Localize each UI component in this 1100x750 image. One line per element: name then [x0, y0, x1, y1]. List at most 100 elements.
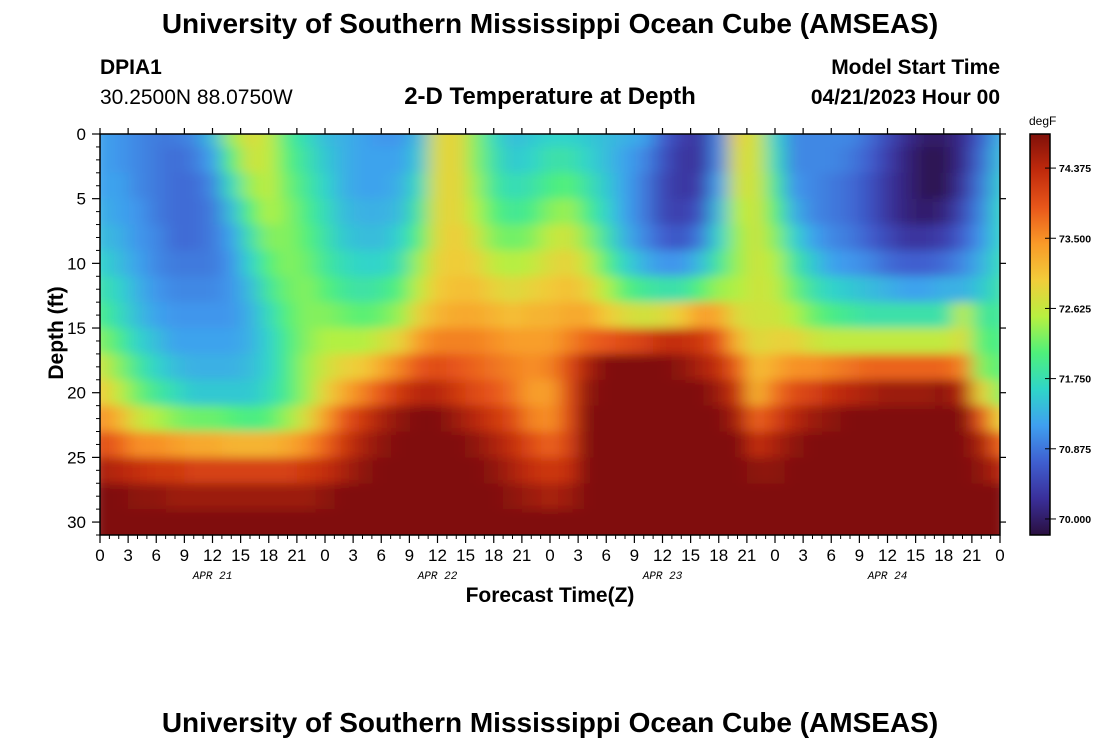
- heatmap-cell: [128, 224, 148, 252]
- x-tick-label: 21: [962, 546, 981, 565]
- heatmap-cell: [446, 353, 467, 381]
- heatmap-cell: [109, 431, 129, 459]
- heatmap-cell: [784, 276, 804, 303]
- heatmap-cell: [278, 134, 298, 148]
- heatmap-cell: [840, 405, 861, 433]
- heatmap-cell: [803, 528, 823, 535]
- heatmap-cell: [521, 224, 542, 252]
- heatmap-cell: [503, 172, 523, 200]
- heatmap-cell: [278, 509, 298, 530]
- heatmap-cell: [428, 528, 448, 535]
- colorbar: 70.000 70.875 71.750 72.625 73.500 74.375: [1029, 133, 1091, 536]
- heatmap-cell: [315, 302, 336, 329]
- heatmap-cell: [971, 146, 992, 174]
- heatmap-cell: [259, 302, 279, 329]
- heatmap-cell: [840, 353, 861, 381]
- heatmap-cell: [840, 379, 861, 407]
- heatmap-cell: [371, 250, 392, 278]
- heatmap-cell: [109, 224, 129, 252]
- heatmap-cell: [634, 224, 654, 252]
- heatmap-cell: [634, 134, 654, 148]
- heatmap-cell: [371, 198, 392, 226]
- heatmap-cell: [503, 483, 523, 510]
- heatmap-cell: [428, 198, 448, 226]
- heatmap-cell: [653, 250, 673, 278]
- heatmap-cell: [709, 250, 729, 278]
- heatmap-cell: [371, 276, 392, 303]
- heatmap-cell: [615, 457, 636, 485]
- heatmap-cell: [784, 405, 804, 433]
- heatmap-cell: [690, 509, 711, 530]
- heatmap-cell: [296, 276, 317, 303]
- heatmap-cell: [953, 353, 973, 381]
- heatmap-cell: [840, 509, 861, 530]
- heatmap-cell: [559, 302, 579, 329]
- x-tick-label: 12: [878, 546, 897, 565]
- heatmap-cell: [484, 431, 504, 459]
- heatmap-cell: [615, 224, 636, 252]
- x-tick-label: 12: [203, 546, 222, 565]
- heatmap-cell: [746, 146, 767, 174]
- heatmap-cell: [859, 405, 879, 433]
- heatmap-cell: [428, 302, 448, 329]
- heatmap-cell: [446, 379, 467, 407]
- heatmap-cell: [353, 134, 373, 148]
- heatmap-cell: [484, 528, 504, 535]
- heatmap-cell: [746, 276, 767, 303]
- heatmap-cell: [334, 224, 354, 252]
- heatmap-cell: [934, 379, 954, 407]
- heatmap-cell: [578, 509, 598, 530]
- heatmap-cell: [203, 250, 223, 278]
- heatmap-cell: [578, 172, 598, 200]
- heatmap-cell: [446, 134, 467, 148]
- heatmap-cell: [634, 405, 654, 433]
- heatmap-cell: [990, 328, 1000, 355]
- heatmap-cell: [671, 276, 692, 303]
- station-name: DPIA1: [100, 56, 162, 79]
- heatmap-cell: [259, 457, 279, 485]
- heatmap-cell: [765, 134, 786, 148]
- heatmap-cell: [709, 353, 729, 381]
- heatmap-cell: [240, 509, 261, 530]
- heatmap-cell: [146, 405, 167, 433]
- heatmap-cell: [971, 328, 992, 355]
- heatmap-cell: [690, 405, 711, 433]
- heatmap-cell: [203, 431, 223, 459]
- x-tick-label: 12: [428, 546, 447, 565]
- heatmap-cell: [334, 302, 354, 329]
- heatmap-cell: [596, 276, 617, 303]
- heatmap-cell: [765, 379, 786, 407]
- heatmap-cell: [615, 198, 636, 226]
- heatmap-cell: [821, 146, 842, 174]
- colorbar-tick-label: 72.625: [1059, 303, 1091, 315]
- heatmap-cell: [128, 509, 148, 530]
- heatmap-cell: [840, 431, 861, 459]
- heatmap-cell: [578, 328, 598, 355]
- heatmap-cell: [353, 276, 373, 303]
- heatmap-cell: [221, 328, 242, 355]
- heatmap-cell: [578, 302, 598, 329]
- heatmap-cell: [184, 379, 204, 407]
- x-tick-label: 15: [906, 546, 925, 565]
- heatmap-cell: [634, 509, 654, 530]
- x-tick-label: 9: [630, 546, 639, 565]
- date-label: APR 21: [192, 571, 233, 583]
- heatmap-cell: [521, 172, 542, 200]
- heatmap-cell: [859, 379, 879, 407]
- heatmap-cell: [203, 353, 223, 381]
- heatmap-cell: [146, 483, 167, 510]
- heatmap-cell: [559, 146, 579, 174]
- heatmap-cell: [878, 328, 898, 355]
- heatmap-cell: [296, 172, 317, 200]
- heatmap-cell: [671, 457, 692, 485]
- heatmap-cell: [934, 172, 954, 200]
- heatmap-cell: [896, 457, 917, 485]
- heatmap-cell: [221, 379, 242, 407]
- heatmap-cell: [559, 250, 579, 278]
- heatmap-cell: [634, 302, 654, 329]
- heatmap-cell: [315, 379, 336, 407]
- heatmap-cell: [953, 276, 973, 303]
- heatmap-cell: [971, 509, 992, 530]
- heatmap-cell: [765, 302, 786, 329]
